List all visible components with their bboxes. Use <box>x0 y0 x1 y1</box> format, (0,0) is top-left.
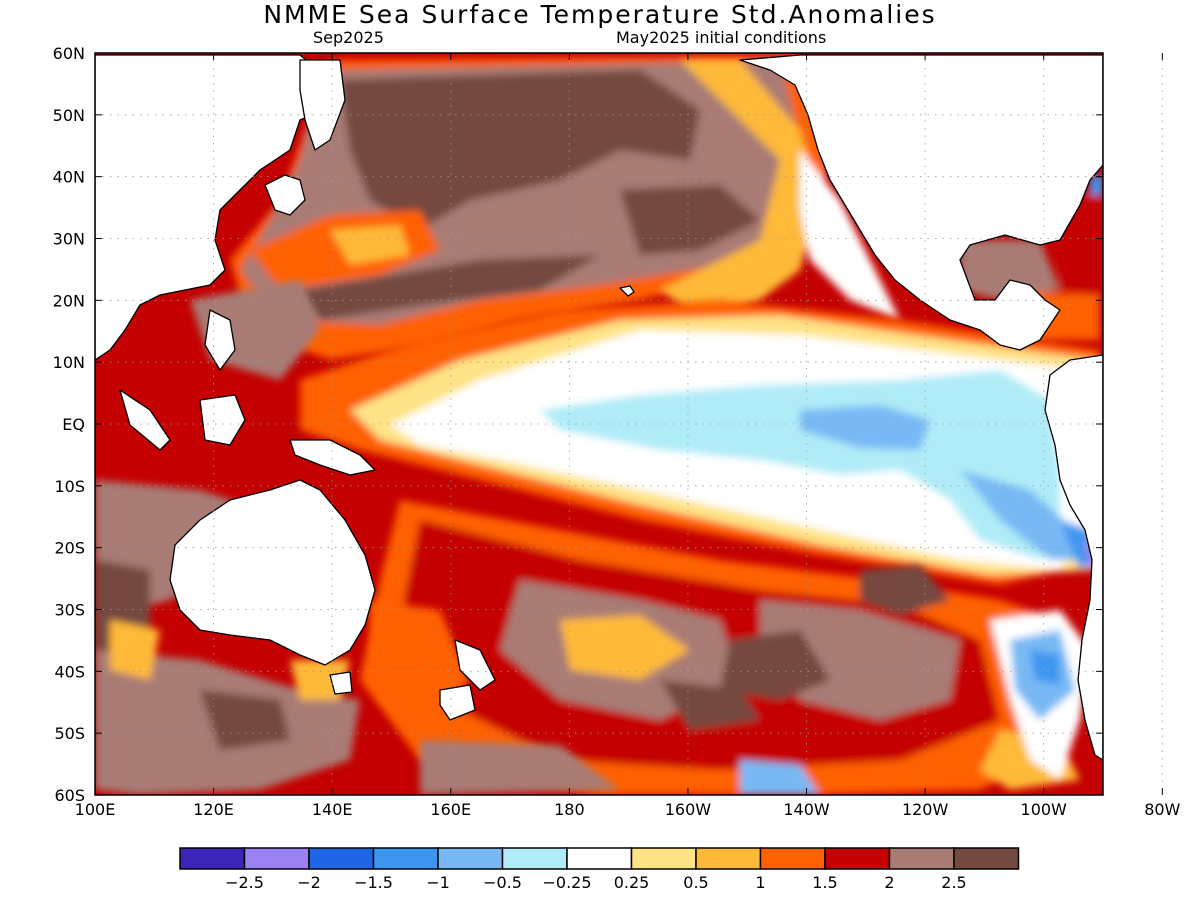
south-pacific-brown-2 <box>760 600 960 720</box>
chart-title: NMME Sea Surface Temperature Std.Anomali… <box>263 0 937 29</box>
color-swatch <box>824 847 891 870</box>
north-america-land <box>739 54 1103 351</box>
lat-tick-label: 60S <box>54 786 85 805</box>
lon-tick-label: 100W <box>1021 800 1068 819</box>
japan-land <box>264 174 306 216</box>
lat-tick-label: 30S <box>54 601 85 620</box>
lon-tick-label: 120W <box>902 800 949 819</box>
borneo-land <box>199 394 246 446</box>
south-indian-dark <box>200 690 290 750</box>
color-scale-label: 0.25 <box>614 873 650 892</box>
lat-tick-label: EQ <box>62 415 85 434</box>
north-atlantic-cool <box>1090 175 1103 195</box>
color-scale-label: −1 <box>426 873 450 892</box>
california-current-white <box>800 150 900 320</box>
lon-tick-label: 160W <box>665 800 712 819</box>
color-scale-label: 1.5 <box>812 873 837 892</box>
color-swatch <box>179 847 246 870</box>
color-swatch <box>953 847 1020 870</box>
lat-tick-label: 10N <box>53 353 85 372</box>
lon-tick-label: 160E <box>430 800 471 819</box>
south-pacific-dark-1 <box>720 630 830 700</box>
latitude-labels: 60N 50N 40N 30N 20N 10N EQ 10S 20S 30S 40S 50S 60S <box>53 44 85 805</box>
color-scale-label: −0.25 <box>542 873 591 892</box>
color-swatch <box>372 847 439 870</box>
south-pacific-dark-3 <box>660 680 760 730</box>
sumatra-land <box>119 389 171 451</box>
color-scale-label: 0.5 <box>683 873 708 892</box>
color-scale-label: −1.5 <box>354 873 393 892</box>
lon-tick-label: 100E <box>75 800 116 819</box>
color-swatch <box>888 847 955 870</box>
anomaly-field <box>95 53 1103 795</box>
north-pacific-dark-core <box>340 70 700 230</box>
color-legend <box>179 847 1020 870</box>
color-swatch <box>308 847 375 870</box>
color-scale-label: 1 <box>755 873 765 892</box>
chile-coast-cool-core <box>1030 650 1060 685</box>
lon-tick-label: 120E <box>193 800 234 819</box>
new-zealand-north-land <box>454 639 496 691</box>
hawaii-islands <box>619 285 635 297</box>
color-scale-label: 2.5 <box>941 873 966 892</box>
color-swatch <box>243 847 310 870</box>
valid-month-label: Sep2025 <box>313 28 384 47</box>
color-swatch <box>566 847 633 870</box>
lat-tick-label: 10S <box>54 477 85 496</box>
kamchatka-land <box>299 59 346 151</box>
map-gridlines <box>95 53 1163 795</box>
lat-tick-label: 50S <box>54 724 85 743</box>
australia-land <box>169 479 376 666</box>
land-masses <box>95 54 1103 761</box>
lat-tick-label: 30N <box>53 230 85 249</box>
south-pacific-dark-2 <box>860 565 950 615</box>
color-swatch <box>501 847 568 870</box>
gulf-of-mexico-brown <box>960 240 1060 300</box>
lon-tick-label: 80W <box>1144 800 1180 819</box>
lon-tick-label: 140W <box>783 800 830 819</box>
south-pacific-yellow-1 <box>560 615 690 680</box>
color-legend-labels: −2.5 −2 −1.5 −1 −0.5 −0.25 0.25 0.5 1 1.5 2 2.5 <box>225 873 967 892</box>
north-pacific-dark-lobe <box>620 185 760 255</box>
color-swatch <box>630 847 697 870</box>
lon-tick-label: 180 <box>554 800 585 819</box>
color-swatch <box>437 847 504 870</box>
lat-tick-label: 40S <box>54 662 85 681</box>
southern-cool-patch <box>740 760 820 795</box>
tasmania-land <box>329 671 353 695</box>
lat-tick-label: 60N <box>53 44 85 63</box>
new-zealand-south-land <box>439 684 476 721</box>
color-swatch <box>695 847 762 870</box>
color-swatch <box>759 847 826 870</box>
axis-ticks <box>94 52 1163 796</box>
new-guinea-land <box>289 439 376 476</box>
north-pacific-dark-ridge <box>300 255 600 320</box>
southeast-pacific-cool <box>960 470 1090 560</box>
lat-tick-label: 20N <box>53 291 85 310</box>
color-scale-label: 2 <box>884 873 894 892</box>
color-scale-label: −0.5 <box>483 873 522 892</box>
lat-tick-label: 40N <box>53 168 85 187</box>
lat-tick-label: 50N <box>53 106 85 125</box>
initial-conditions-label: May2025 initial conditions <box>616 28 827 47</box>
color-scale-label: −2 <box>297 873 321 892</box>
south-brown-ridge <box>420 740 620 795</box>
lat-tick-label: 20S <box>54 539 85 558</box>
lon-tick-label: 140E <box>312 800 353 819</box>
equatorial-cool-core <box>800 405 930 450</box>
kuroshio-yellow <box>330 225 410 265</box>
color-scale-label: −2.5 <box>225 873 264 892</box>
northeast-pacific-yellow <box>660 60 820 320</box>
philippines-land <box>204 309 236 371</box>
equatorial-cool-band <box>540 370 1060 560</box>
south-america-land <box>1044 354 1103 761</box>
longitude-labels: 100E 120E 140E 160E 180 160W 140W 120W 100W 80W <box>75 800 1181 819</box>
south-indian-yellow-1 <box>110 620 160 680</box>
